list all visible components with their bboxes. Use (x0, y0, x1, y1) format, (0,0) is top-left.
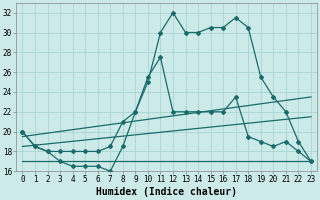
X-axis label: Humidex (Indice chaleur): Humidex (Indice chaleur) (96, 187, 237, 197)
